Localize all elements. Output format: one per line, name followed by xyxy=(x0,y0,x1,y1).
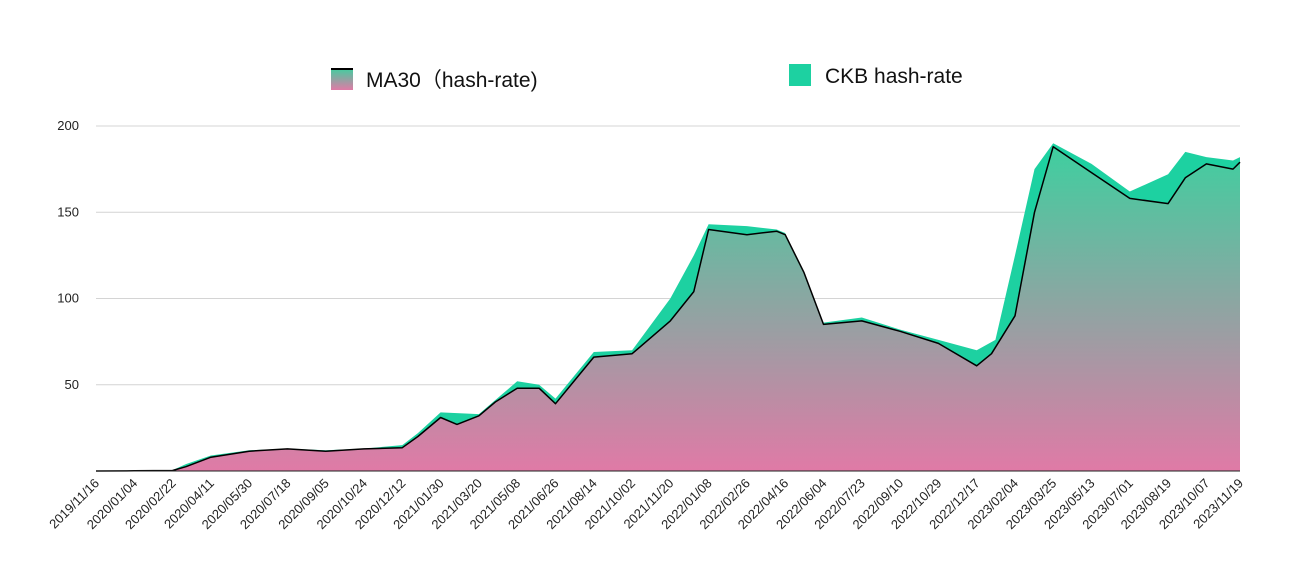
legend-label-ma30: MA30（hash-rate) xyxy=(366,69,538,92)
y-tick-label: 150 xyxy=(57,204,79,219)
legend-label-ckb: CKB hash-rate xyxy=(825,65,963,88)
legend-swatch-ckb xyxy=(789,64,811,86)
x-axis-ticks: 2019/11/162020/01/042020/02/222020/04/11… xyxy=(46,476,1246,533)
y-tick-label: 100 xyxy=(57,291,79,306)
legend-swatch-ma30 xyxy=(331,68,353,90)
y-tick-label: 200 xyxy=(57,118,79,133)
ma30-area xyxy=(96,146,1240,471)
ma30-line xyxy=(95,145,1241,472)
legend: MA30（hash-rate) CKB hash-rate xyxy=(331,64,963,92)
y-tick-label: 50 xyxy=(65,377,79,392)
y-axis-ticks: 50 100 150 200 xyxy=(57,118,79,392)
legend-item-ma30: MA30（hash-rate) xyxy=(331,68,538,92)
legend-item-ckb: CKB hash-rate xyxy=(789,64,963,88)
series xyxy=(95,143,1241,472)
